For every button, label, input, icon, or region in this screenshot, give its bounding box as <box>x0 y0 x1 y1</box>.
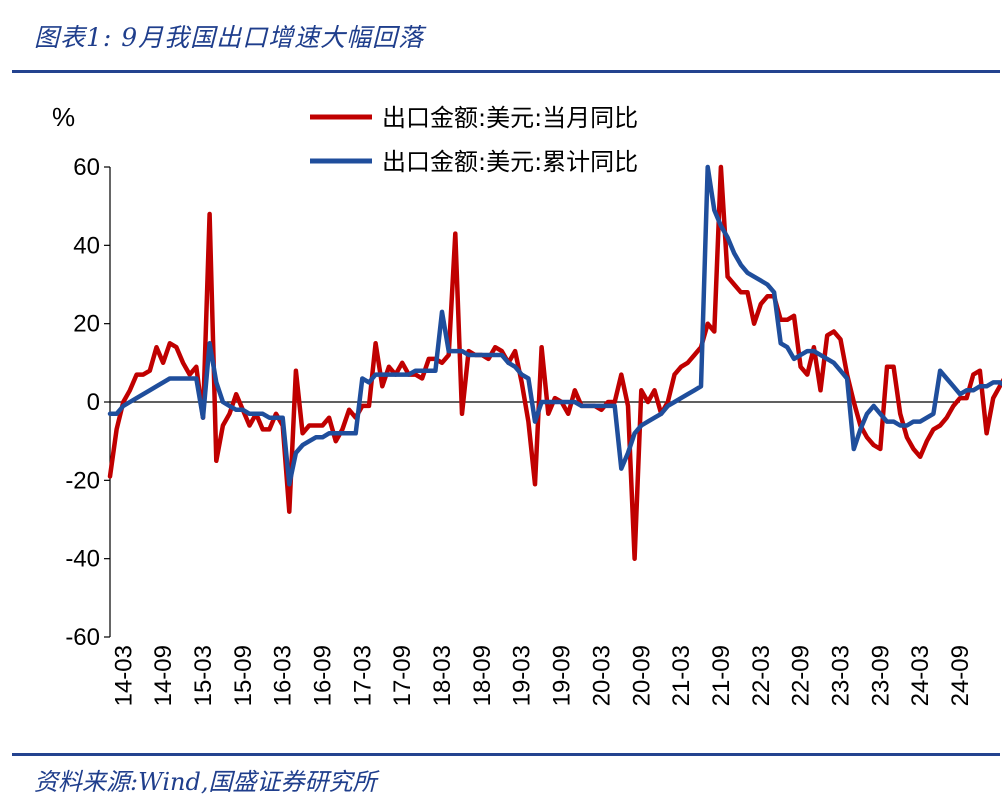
x-tick-label: 24-09 <box>947 645 974 706</box>
x-tick-label: 20-03 <box>588 645 615 706</box>
x-tick-label: 22-09 <box>788 645 815 706</box>
x-tick-label: 21-03 <box>668 645 695 706</box>
y-tick-label: 40 <box>73 232 100 259</box>
series-layer <box>107 164 1002 561</box>
legend-label: 出口金额:美元:当月同比 <box>382 104 638 132</box>
x-tick-label: 21-09 <box>708 645 735 706</box>
x-tick-label: 23-09 <box>867 645 894 706</box>
x-tick-label: 18-09 <box>469 645 496 706</box>
legend-label: 出口金额:美元:累计同比 <box>382 148 638 176</box>
y-tick-label: 0 <box>87 389 100 416</box>
y-tick-label: -20 <box>65 467 100 494</box>
y-tick-label: 20 <box>73 311 100 338</box>
series-monthly-yoy-line <box>107 164 1002 561</box>
x-tick-label: 24-03 <box>907 645 934 706</box>
x-tick-label: 19-09 <box>549 645 576 706</box>
axes <box>104 166 960 638</box>
x-tick-label: 15-03 <box>190 645 217 706</box>
figure-title: 图表1: 9月我国出口增速大幅回落 <box>34 23 425 52</box>
top-rule <box>12 70 1000 73</box>
bottom-rule <box>12 753 1000 756</box>
y-tick-label: -60 <box>65 624 100 651</box>
source-note: 资料来源:Wind,国盛证券研究所 <box>34 768 377 796</box>
x-tick-label: 16-03 <box>270 645 297 706</box>
x-tick-label: 17-03 <box>349 645 376 706</box>
y-tick-label: -40 <box>65 546 100 573</box>
x-tick-label: 19-03 <box>509 645 536 706</box>
y-tick-label: 60 <box>73 154 100 181</box>
x-tick-label: 23-03 <box>827 645 854 706</box>
x-tick-label: 14-03 <box>110 645 137 706</box>
x-tick-label: 22-03 <box>748 645 775 706</box>
x-tick-label: 18-03 <box>429 645 456 706</box>
x-tick-label: 15-09 <box>230 645 257 706</box>
y-axis-unit: % <box>52 102 75 132</box>
x-tick-label: 17-09 <box>389 645 416 706</box>
tick-labels: 60 40 20 0 -20 -40 -60% 14-03 14-09 15-03 15-09 16-… <box>52 102 974 706</box>
series-cumulative-yoy-line <box>107 164 1002 487</box>
x-tick-label: 20-09 <box>628 645 655 706</box>
x-tick-label: 16-09 <box>310 645 337 706</box>
x-tick-label: 14-09 <box>150 645 177 706</box>
